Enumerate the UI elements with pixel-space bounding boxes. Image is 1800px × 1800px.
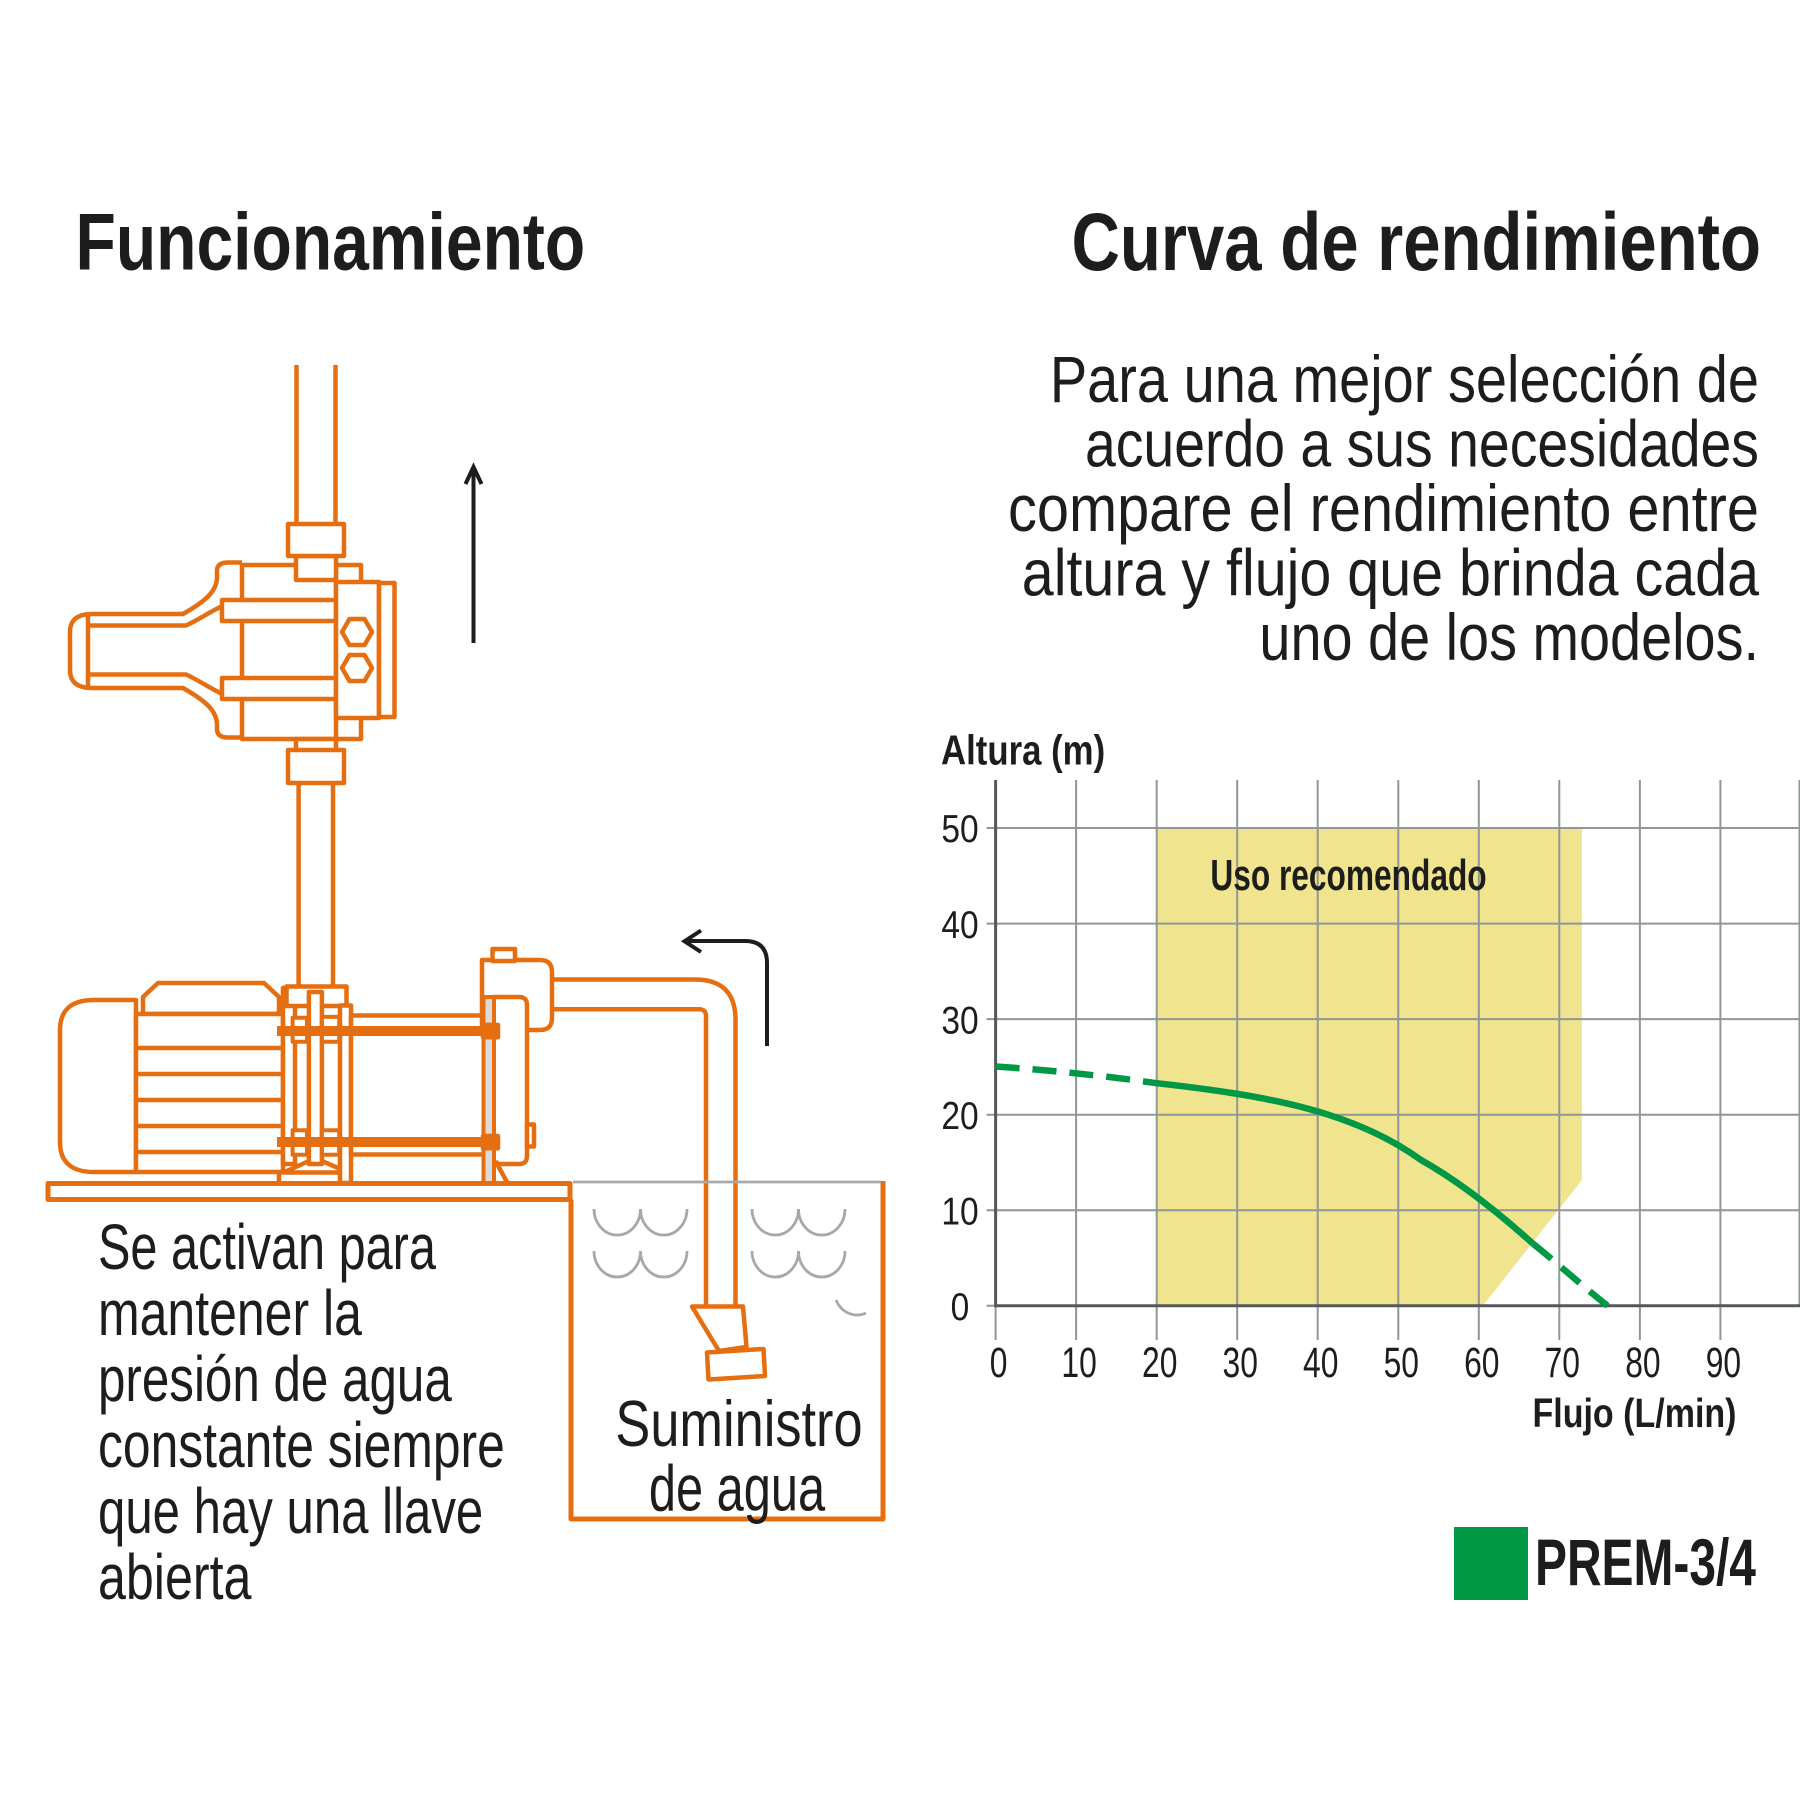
svg-text:constante siempre: constante siempre — [98, 1410, 505, 1481]
svg-text:Funcionamiento: Funcionamiento — [76, 196, 586, 287]
svg-text:60: 60 — [1464, 1339, 1499, 1387]
svg-text:40: 40 — [1303, 1339, 1338, 1387]
svg-text:30: 30 — [1223, 1339, 1258, 1387]
svg-text:PREM-3/4: PREM-3/4 — [1535, 1527, 1756, 1600]
svg-text:50: 50 — [941, 807, 978, 851]
svg-text:30: 30 — [941, 998, 978, 1042]
svg-text:compare el rendimiento entre: compare el rendimiento entre — [1008, 472, 1759, 545]
svg-text:0: 0 — [951, 1285, 970, 1329]
svg-text:Uso recomendado: Uso recomendado — [1210, 851, 1486, 900]
svg-text:20: 20 — [1142, 1339, 1177, 1387]
svg-text:Curva de rendimiento: Curva de rendimiento — [1072, 196, 1761, 288]
svg-text:Se activan para: Se activan para — [98, 1213, 436, 1284]
svg-text:abierta: abierta — [98, 1542, 251, 1613]
svg-text:Suministro: Suministro — [615, 1388, 862, 1461]
svg-text:50: 50 — [1384, 1339, 1419, 1387]
svg-text:70: 70 — [1545, 1339, 1580, 1387]
svg-text:uno de los modelos.: uno de los modelos. — [1259, 601, 1759, 674]
svg-text:mantener la: mantener la — [98, 1278, 362, 1349]
svg-text:que hay una llave: que hay una llave — [98, 1476, 483, 1548]
svg-text:Flujo (L/min): Flujo (L/min) — [1532, 1390, 1736, 1436]
svg-text:80: 80 — [1625, 1339, 1660, 1387]
svg-text:10: 10 — [941, 1189, 978, 1233]
svg-text:de agua: de agua — [649, 1453, 825, 1525]
svg-text:20: 20 — [941, 1094, 978, 1138]
svg-text:presión de agua: presión de agua — [98, 1344, 452, 1416]
svg-text:acuerdo a sus necesidades: acuerdo a sus necesidades — [1085, 407, 1759, 481]
svg-text:altura y flujo que brinda cada: altura y flujo que brinda cada — [1022, 537, 1760, 611]
svg-text:40: 40 — [941, 902, 978, 946]
svg-text:10: 10 — [1061, 1339, 1096, 1387]
svg-text:Para una mejor selección de: Para una mejor selección de — [1050, 343, 1759, 416]
svg-text:90: 90 — [1706, 1339, 1741, 1387]
svg-text:0: 0 — [990, 1339, 1008, 1387]
svg-text:Altura (m): Altura (m) — [941, 727, 1105, 774]
